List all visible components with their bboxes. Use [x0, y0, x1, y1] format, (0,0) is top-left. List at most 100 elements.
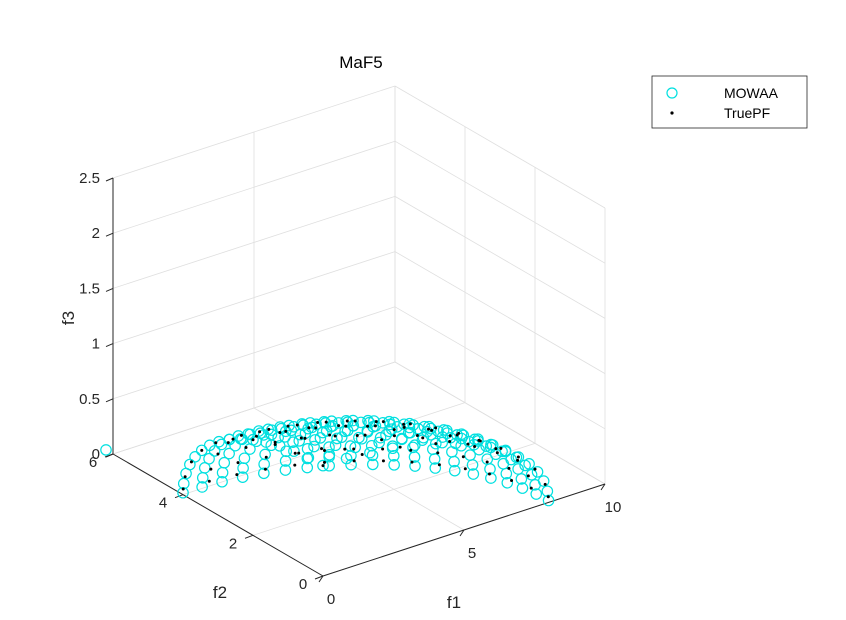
point-truepf: [494, 447, 498, 451]
point-truepf: [200, 448, 204, 452]
point-mowaa: [279, 455, 292, 467]
point-truepf: [316, 420, 320, 424]
point-truepf: [373, 424, 377, 428]
point-truepf: [236, 461, 240, 465]
point-truepf: [529, 486, 533, 490]
point-truepf: [239, 433, 243, 437]
point-mowaa: [501, 476, 514, 489]
z-tick-mark: [105, 232, 114, 237]
grid-line: [394, 361, 606, 485]
point-truepf: [207, 479, 211, 483]
y-axis-label: f2: [213, 583, 227, 602]
point-mowaa: [451, 429, 463, 441]
point-mowaa: [195, 444, 208, 457]
point-mowaa: [100, 444, 112, 456]
point-mowaa: [395, 432, 408, 445]
point-truepf: [430, 428, 434, 432]
point-mowaa: [280, 445, 293, 458]
point-truepf: [226, 441, 230, 445]
point-mowaa: [335, 431, 348, 443]
point-truepf: [516, 455, 520, 459]
point-mowaa: [531, 466, 544, 478]
point-mowaa: [409, 460, 421, 472]
point-truepf: [352, 447, 356, 451]
point-mowaa: [404, 426, 417, 439]
point-truepf: [516, 458, 520, 462]
point-mowaa: [500, 467, 513, 480]
point-mowaa: [432, 425, 444, 438]
point-truepf: [284, 429, 288, 433]
x-tick-label: 10: [605, 499, 622, 516]
point-mowaa: [468, 433, 481, 446]
point-truepf: [214, 441, 218, 445]
point-truepf: [455, 433, 459, 437]
point-truepf: [231, 437, 235, 441]
point-mowaa: [216, 475, 228, 488]
y-tick-label: 0: [299, 576, 307, 593]
point-truepf: [402, 425, 406, 429]
point-truepf: [485, 460, 489, 464]
grid-line: [112, 196, 396, 289]
point-truepf: [409, 448, 413, 452]
point-mowaa: [308, 440, 320, 453]
point-mowaa: [331, 432, 343, 445]
point-mowaa: [485, 472, 497, 484]
point-mowaa: [301, 452, 314, 465]
z-tick-label: 1: [92, 336, 100, 353]
point-mowaa: [323, 441, 335, 453]
legend-label-truepf: TruePF: [724, 105, 770, 121]
point-truepf: [402, 422, 406, 426]
point-mowaa: [345, 458, 357, 471]
point-mowaa: [385, 423, 398, 435]
grid-line: [252, 442, 536, 536]
x-tick-label: 5: [468, 545, 476, 562]
point-truepf: [533, 467, 537, 471]
point-mowaa: [237, 462, 249, 474]
point-mowaa: [257, 429, 270, 441]
point-truepf: [324, 420, 328, 424]
point-truepf: [448, 434, 452, 438]
point-mowaa: [294, 428, 307, 441]
point-truepf: [273, 440, 277, 444]
point-mowaa: [428, 453, 441, 465]
point-mowaa: [364, 446, 376, 459]
x-tick-mark: [318, 575, 324, 583]
point-truepf: [353, 419, 357, 423]
point-truepf: [286, 424, 290, 428]
y-axis-line: [112, 453, 324, 577]
point-truepf: [345, 419, 349, 423]
point-truepf: [258, 430, 262, 434]
point-mowaa: [353, 431, 365, 444]
point-mowaa: [345, 449, 357, 462]
z-tick-mark: [105, 177, 114, 182]
grid-line: [112, 361, 396, 455]
point-truepf: [398, 445, 402, 449]
point-truepf: [392, 434, 396, 438]
point-truepf: [251, 438, 255, 442]
point-mowaa: [429, 462, 442, 474]
point-truepf: [478, 439, 482, 443]
point-mowaa: [416, 434, 429, 446]
point-mowaa: [366, 449, 379, 462]
legend-marker-mowaa: [666, 87, 678, 99]
point-mowaa: [448, 455, 460, 468]
point-truepf: [355, 434, 359, 438]
point-truepf: [183, 475, 187, 479]
point-mowaa: [377, 417, 389, 429]
point-truepf: [322, 460, 326, 464]
point-mowaa: [208, 445, 221, 457]
legend-label-mowaa: MOWAA: [724, 85, 779, 101]
point-truepf: [189, 460, 193, 464]
point-mowaa: [423, 420, 435, 433]
point-mowaa: [203, 452, 215, 465]
point-mowaa: [236, 471, 249, 483]
point-mowaa: [525, 468, 538, 481]
point-mowaa: [388, 459, 400, 471]
point-truepf: [408, 422, 412, 426]
point-truepf: [437, 463, 441, 467]
point-truepf: [381, 447, 385, 451]
point-truepf: [381, 459, 385, 463]
point-truepf: [410, 460, 414, 464]
z-tick-mark: [105, 343, 114, 348]
grid-line: [112, 306, 396, 400]
